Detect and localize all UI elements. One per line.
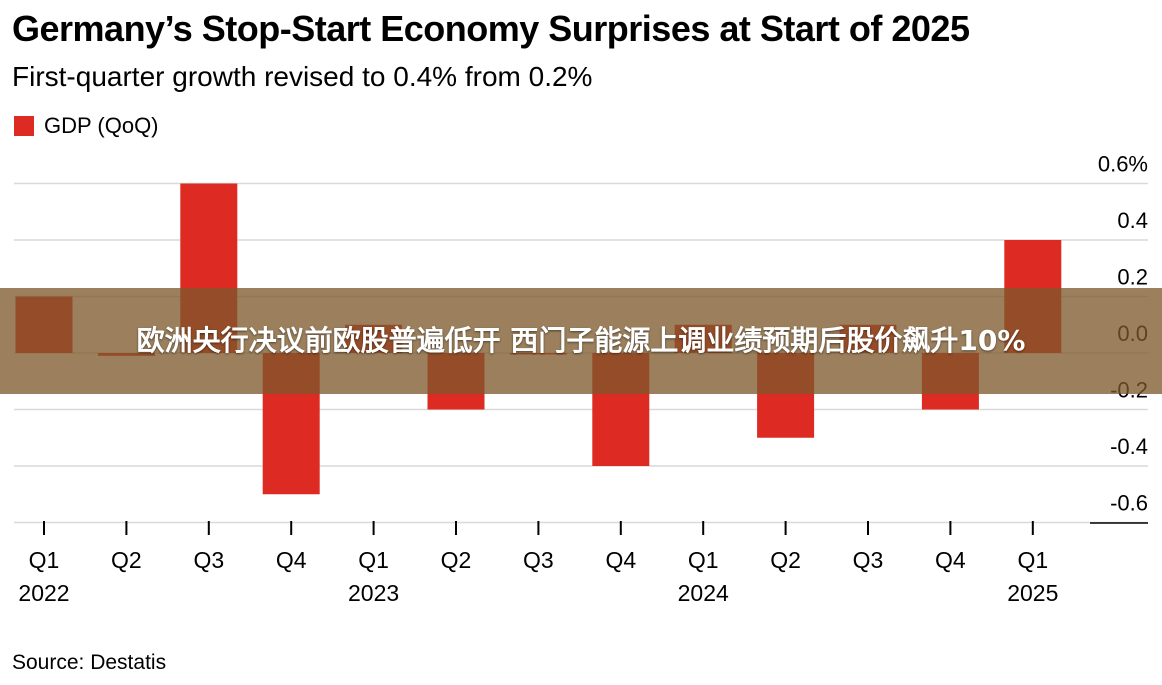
x-tick-label: Q3 <box>523 547 554 573</box>
x-tick-label: Q2 <box>770 547 801 573</box>
x-tick-label: Q3 <box>853 547 884 573</box>
banner-text: 欧洲央行决议前欧股普遍低开 西门子能源上调业绩预期后股价飙升10% <box>136 324 1026 357</box>
x-tick-label: Q4 <box>276 547 307 573</box>
x-tick-label: Q1 <box>688 547 719 573</box>
x-year-label: 2022 <box>18 580 69 606</box>
x-tick-label: Q3 <box>193 547 224 573</box>
source-note: Source: Destatis <box>12 651 167 674</box>
chart-title: Germany’s Stop-Start Economy Surprises a… <box>12 8 970 49</box>
x-tick-label: Q2 <box>111 547 142 573</box>
legend-label: GDP (QoQ) <box>44 113 159 138</box>
legend-swatch <box>14 116 34 136</box>
x-year-label: 2024 <box>678 580 729 606</box>
y-tick-label: 0.2 <box>1117 265 1148 290</box>
x-tick-label: Q1 <box>29 547 60 573</box>
x-tick-label: Q4 <box>605 547 636 573</box>
x-year-label: 2025 <box>1007 580 1058 606</box>
x-year-label: 2023 <box>348 580 399 606</box>
y-tick-label: 0.6% <box>1098 152 1148 177</box>
y-tick-label: -0.4 <box>1110 434 1148 459</box>
y-tick-label: 0.4 <box>1117 208 1148 233</box>
chart-subtitle: First-quarter growth revised to 0.4% fro… <box>12 61 593 92</box>
x-tick-label: Q1 <box>1017 547 1048 573</box>
legend: GDP (QoQ) <box>14 113 159 139</box>
overlay-banner: 欧洲央行决议前欧股普遍低开 西门子能源上调业绩预期后股价飙升10% <box>0 288 1162 394</box>
x-tick-label: Q2 <box>441 547 472 573</box>
x-tick-label: Q1 <box>358 547 389 573</box>
y-tick-label: -0.6 <box>1110 491 1148 516</box>
x-tick-label: Q4 <box>935 547 966 573</box>
